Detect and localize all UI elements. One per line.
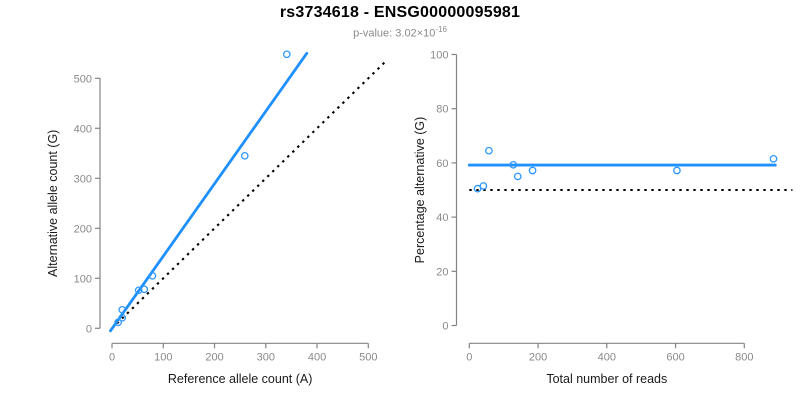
y-tick-label: 0: [86, 323, 92, 335]
y-tick-label: 40: [436, 212, 448, 224]
data-point: [769, 154, 778, 163]
y-tick-label: 400: [74, 123, 92, 135]
data-point: [485, 146, 493, 155]
data-point: [118, 313, 127, 322]
data-point: [673, 166, 681, 175]
data-point: [114, 318, 123, 327]
x-tick-label: 0: [109, 351, 115, 363]
x-tick-label: 200: [205, 351, 223, 363]
y-tick-label: 20: [436, 266, 448, 278]
y-tick-label: 100: [74, 273, 92, 285]
x-tick-label: 500: [359, 351, 377, 363]
y-axis-title: Percentage alternative (G): [413, 117, 427, 264]
y-tick-label: 100: [430, 50, 448, 62]
figure-subtitle: p-value: 3.02×10-16: [0, 25, 800, 40]
x-axis-title: Reference allele count (A): [168, 372, 313, 386]
y-tick-label: 200: [74, 223, 92, 235]
y-tick-label: 500: [74, 73, 92, 85]
x-tick-label: 0: [466, 351, 472, 363]
data-point: [513, 172, 522, 181]
data-point: [148, 271, 157, 280]
data-point: [509, 160, 518, 169]
data-point: [118, 305, 127, 314]
figure-title: rs3734618 - ENSG00000095981: [279, 4, 521, 21]
reference-dotted-line: [111, 60, 387, 330]
y-tick-label: 300: [74, 173, 92, 185]
x-tick-label: 800: [735, 351, 753, 363]
y-tick-label: 60: [436, 158, 448, 170]
x-tick-label: 200: [529, 351, 547, 363]
x-tick-label: 300: [257, 351, 275, 363]
data-point: [240, 151, 249, 160]
data-point: [528, 166, 537, 175]
data-point: [282, 50, 291, 59]
x-tick-label: 100: [154, 351, 172, 363]
data-point: [140, 285, 149, 294]
pvalue-text: p-value: 3.02×10: [353, 27, 436, 40]
y-tick-label: 80: [436, 104, 448, 116]
x-axis-title: Total number of reads: [546, 372, 667, 386]
x-tick-label: 400: [308, 351, 326, 363]
x-tick-label: 400: [598, 351, 616, 363]
y-axis-title: Alternative allele count (G): [46, 130, 60, 277]
fit-line: [109, 51, 309, 333]
data-point: [479, 182, 488, 190]
x-tick-label: 600: [666, 351, 684, 363]
pvalue-exponent: -16: [435, 25, 447, 34]
y-tick-label: 0: [442, 321, 448, 333]
